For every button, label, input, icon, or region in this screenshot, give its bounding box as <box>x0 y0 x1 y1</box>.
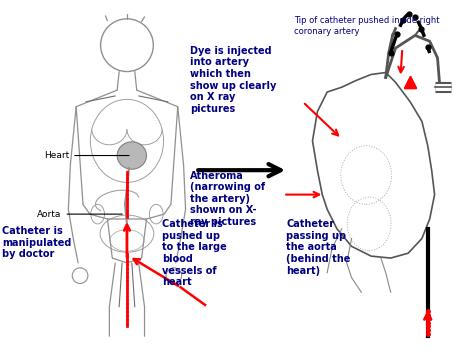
Text: Catheter is
pushed up
to the large
blood
vessels of
heart: Catheter is pushed up to the large blood… <box>162 219 227 287</box>
Text: Aorta: Aorta <box>37 209 122 219</box>
Text: Atheroma
(narrowing of
the artery)
shown on X-
ray pictures: Atheroma (narrowing of the artery) shown… <box>190 170 265 227</box>
Polygon shape <box>312 72 435 258</box>
Text: Catheter
passing up
the aorta
(behind the
heart): Catheter passing up the aorta (behind th… <box>286 219 350 275</box>
Text: Tip of catheter pushed inside right
coronary artery: Tip of catheter pushed inside right coro… <box>294 16 439 36</box>
Text: Heart: Heart <box>44 151 129 160</box>
Text: Catheter is
manipulated
by doctor: Catheter is manipulated by doctor <box>2 226 72 259</box>
Ellipse shape <box>117 142 146 169</box>
Text: Dye is injected
into artery
which then
show up clearly
on X ray
pictures: Dye is injected into artery which then s… <box>190 46 276 114</box>
